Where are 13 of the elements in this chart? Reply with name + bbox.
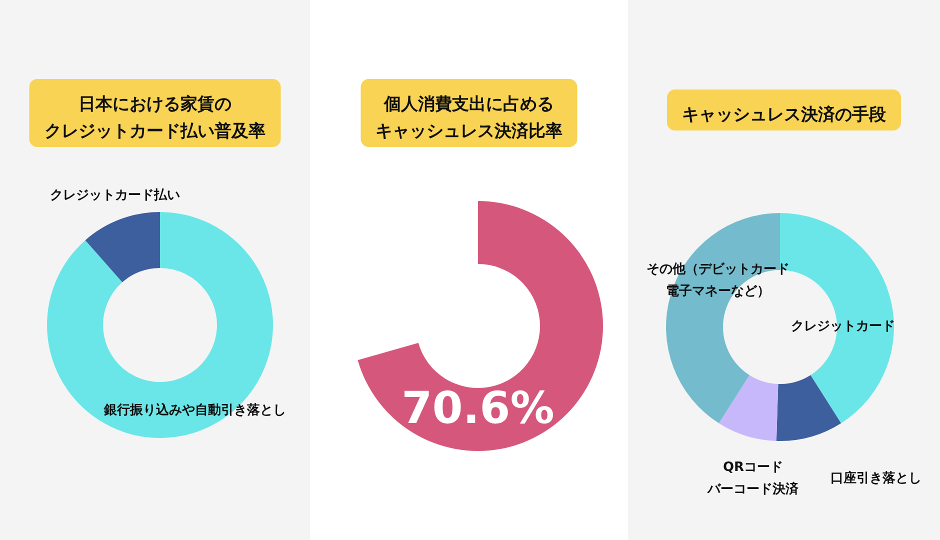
donut-slice: [776, 375, 842, 441]
data-label: 70.6%: [402, 383, 554, 434]
slice-label: 口座引き落とし: [830, 470, 922, 486]
donut-slice: [718, 375, 778, 441]
chart-title: 個人消費支出に占めるキャッシュレス決済比率: [376, 94, 562, 142]
chart-title: 日本における家賃のクレジットカード払い普及率: [44, 94, 266, 142]
donut-slice: [47, 212, 273, 438]
chart-title: キャッシュレス決済の手段: [682, 105, 887, 125]
slice-label: QRコードバーコード決済: [706, 460, 800, 497]
donut-slice: [780, 213, 894, 424]
slice-label: 銀行振り込みや自動引き落とし: [103, 402, 286, 418]
donut-slice: [85, 212, 160, 282]
slice-label: クレジットカード払い: [50, 188, 180, 203]
